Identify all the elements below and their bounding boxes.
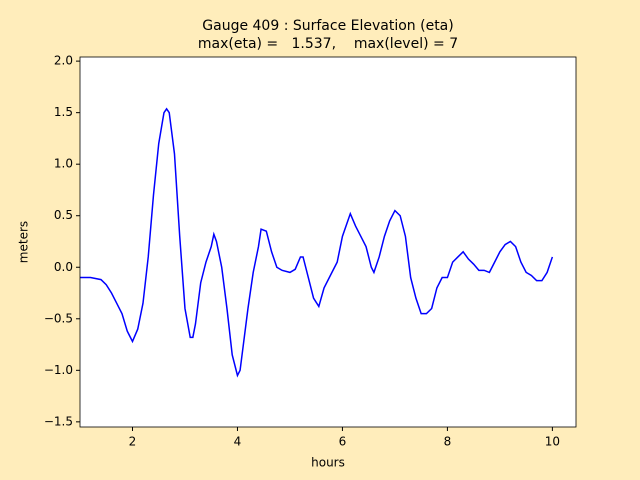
x-axis-label: hours xyxy=(311,456,345,470)
y-tick-label: 2.0 xyxy=(54,54,73,68)
x-tick-label: 4 xyxy=(234,435,242,449)
y-tick-label: −1.0 xyxy=(44,363,73,377)
x-tick-label: 8 xyxy=(444,435,452,449)
x-tick-label: 2 xyxy=(129,435,137,449)
axes-frame xyxy=(79,56,577,428)
chart-title: Gauge 409 : Surface Elevation (eta) xyxy=(202,18,453,34)
y-tick-label: −1.5 xyxy=(44,414,73,428)
y-axis-label: meters xyxy=(17,221,31,263)
chart-subtitle: max(eta) = 1.537, max(level) = 7 xyxy=(198,36,458,52)
y-tick-label: 1.5 xyxy=(54,105,73,119)
x-tick-label: 6 xyxy=(339,435,347,449)
y-tick-label: 0.0 xyxy=(54,260,73,274)
y-tick-label: 0.5 xyxy=(54,208,73,222)
y-tick-label: 1.0 xyxy=(54,157,73,171)
x-tick-label: 10 xyxy=(545,435,560,449)
data-line xyxy=(80,107,554,378)
plot-area xyxy=(80,57,576,427)
y-tick-label: −0.5 xyxy=(44,311,73,325)
